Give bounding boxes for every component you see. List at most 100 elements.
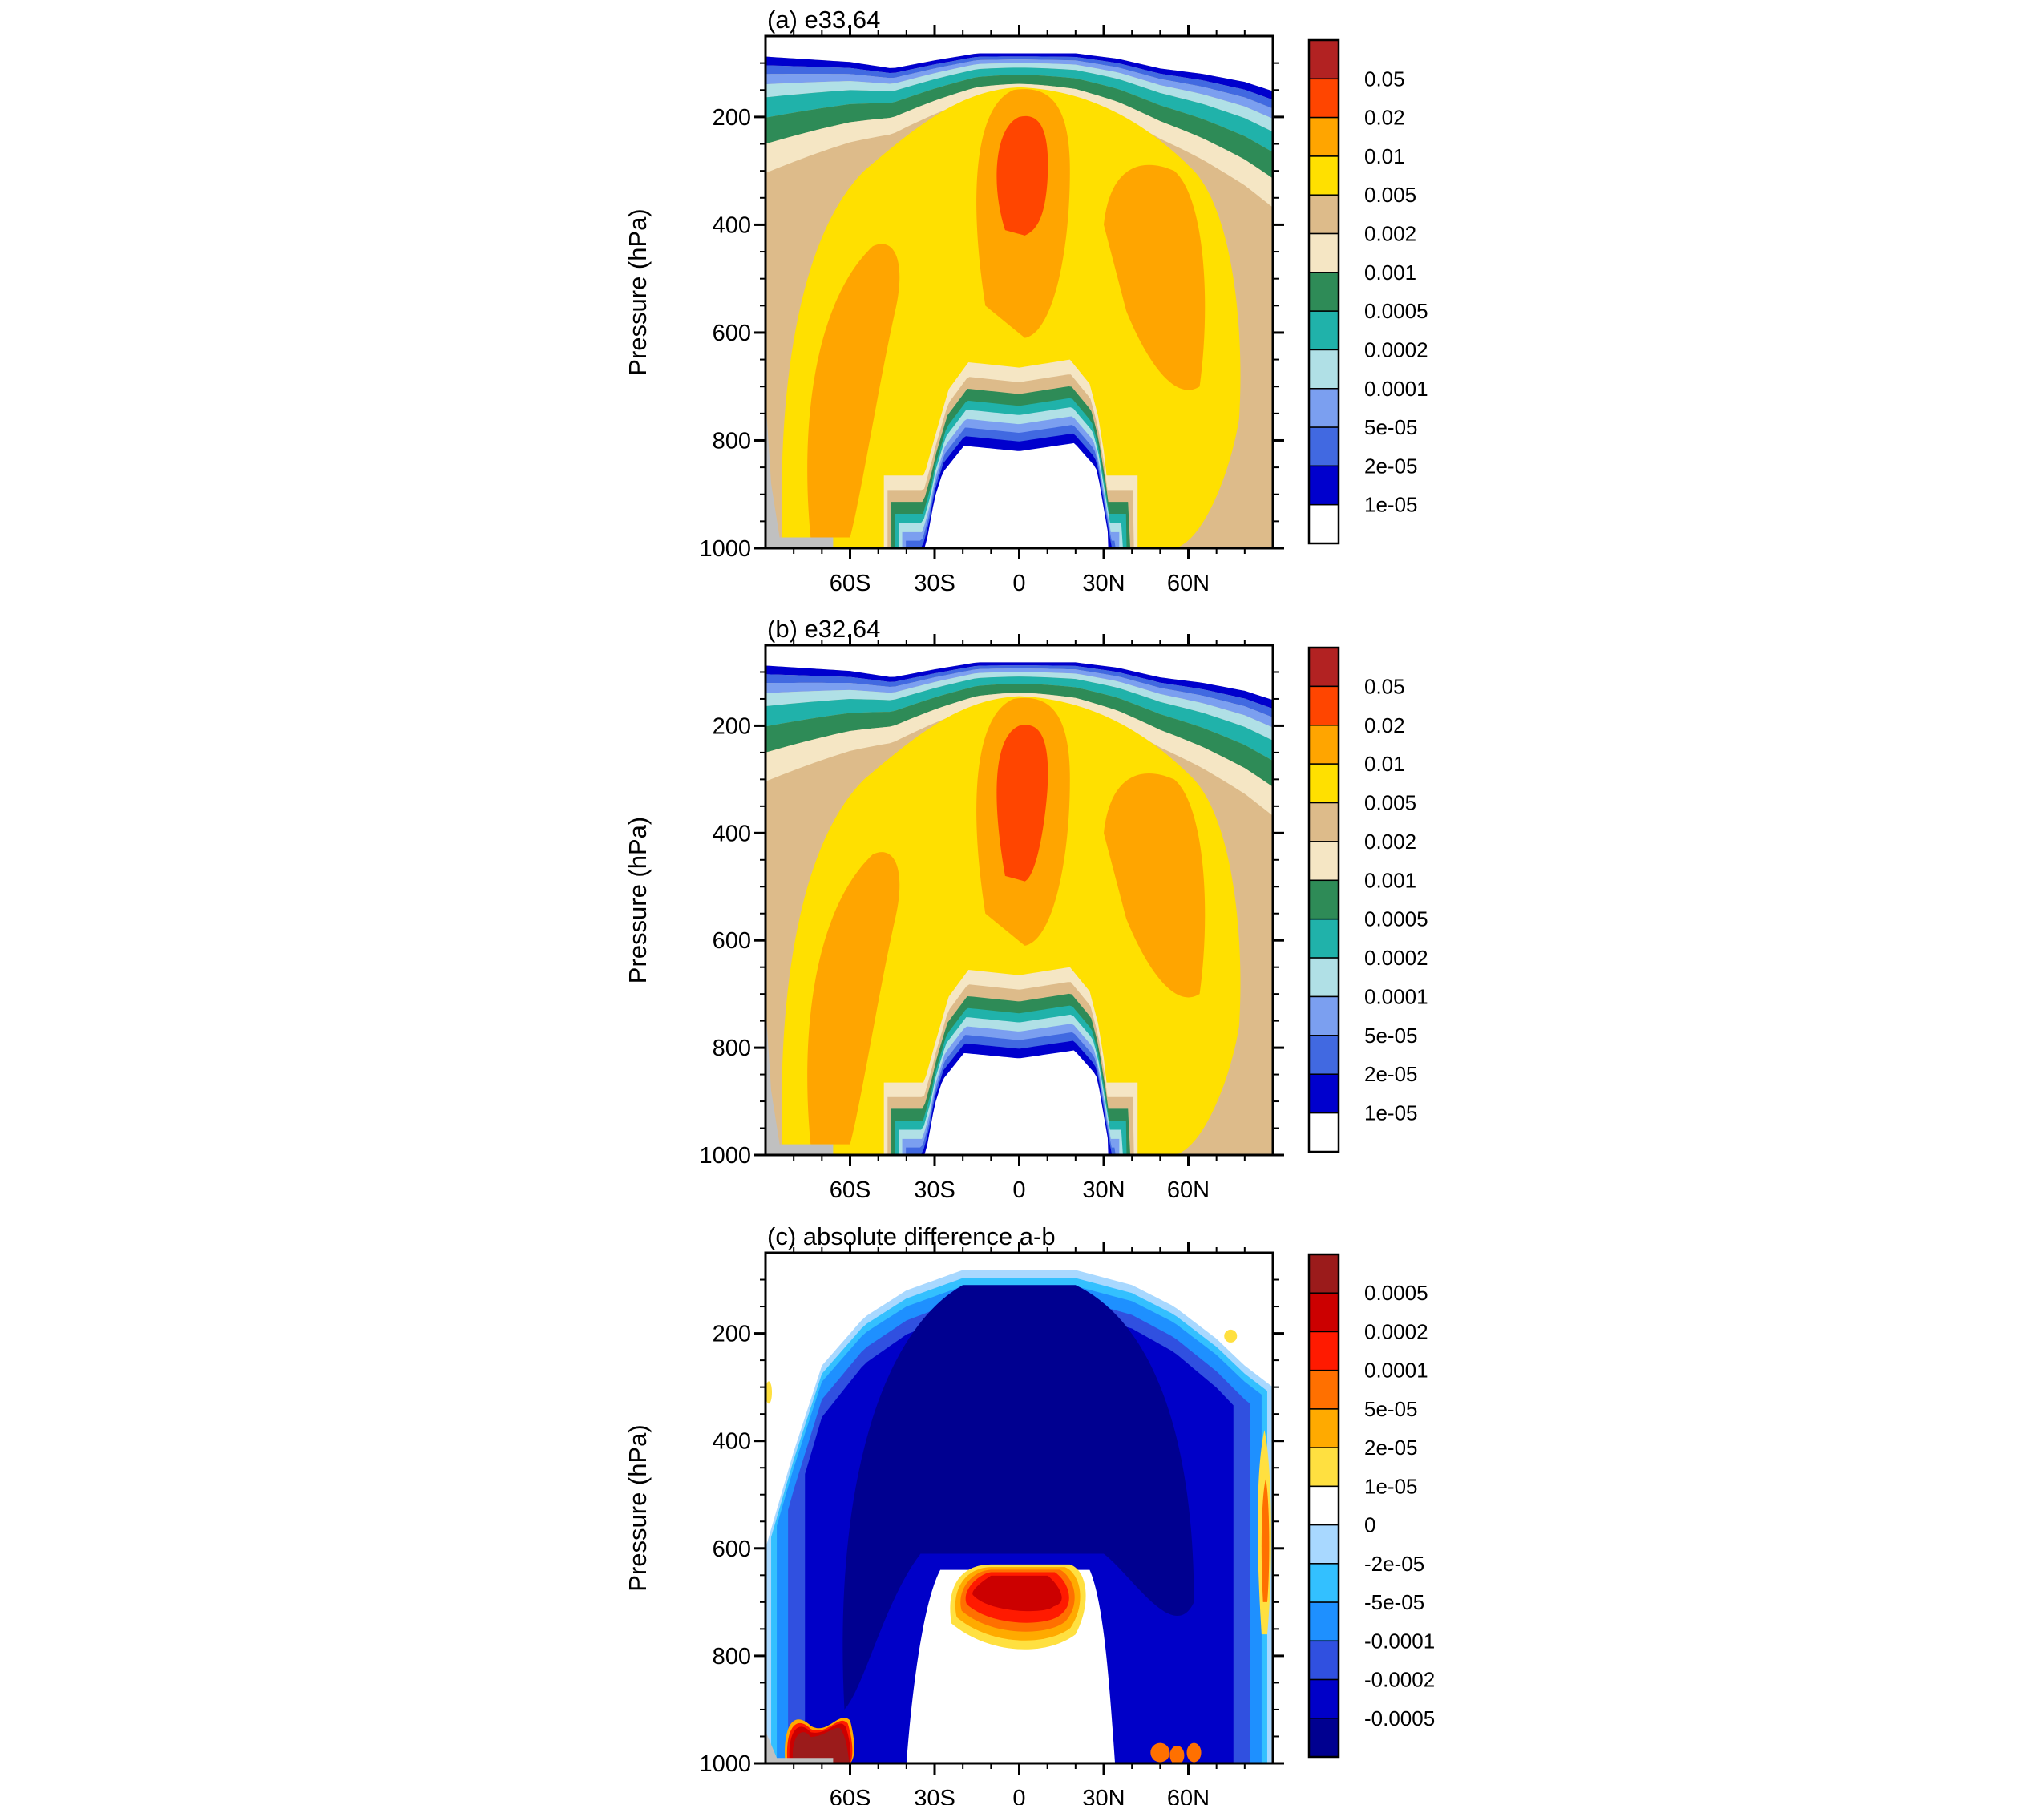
colorbar-label: 0.002: [1364, 830, 1416, 854]
colorbar-label: 5e-05: [1364, 415, 1418, 439]
y-tick-label: 800: [713, 428, 751, 454]
x-tick-label: 60S: [830, 571, 871, 596]
colorbar-label: 1e-05: [1364, 1101, 1418, 1125]
colorbar-label: -2e-05: [1364, 1552, 1424, 1576]
colorbar-swatch: [1308, 310, 1339, 351]
colorbar-swatch: [1308, 918, 1339, 959]
colorbar-label: 2e-05: [1364, 454, 1418, 478]
colorbar-swatch: [1308, 1640, 1339, 1681]
contour-band: [1150, 1742, 1170, 1763]
contour-field: [765, 1253, 1273, 1763]
colorbar-swatch: [1308, 647, 1339, 688]
colorbar-label: 1e-05: [1364, 1474, 1418, 1498]
y-axis-label: Pressure (hPa): [624, 817, 652, 983]
contour-band: [765, 83, 1273, 208]
y-tick-label: 600: [713, 1536, 751, 1562]
y-tick-label: 800: [713, 1036, 751, 1061]
colorbar-swatch: [1308, 685, 1339, 726]
contour-band: [1261, 1478, 1270, 1602]
colorbar-swatch: [1308, 1254, 1339, 1294]
contour-band: [1169, 1745, 1185, 1763]
colorbar-label: 0.005: [1364, 791, 1416, 815]
colorbar-swatch: [1308, 1485, 1339, 1526]
colorbar-swatch: [1308, 503, 1339, 544]
y-tick-label: 400: [713, 1429, 751, 1455]
contour-band: [1224, 1329, 1238, 1343]
colorbar-swatch: [1308, 1563, 1339, 1603]
y-axis-label: Pressure (hPa): [624, 1424, 652, 1591]
y-tick-label: 1000: [699, 1143, 751, 1169]
colorbar-swatch: [1308, 1601, 1339, 1642]
colorbar-swatch: [1308, 1447, 1339, 1488]
contour-band: [996, 725, 1048, 882]
chart-panel-a: (a) e33.64 Pressure (hPa) 200 400 600 800 1000…: [624, 6, 1428, 596]
contour-band: [807, 852, 900, 1145]
colorbar-frame: [1307, 646, 1340, 1153]
contour-band: [765, 693, 1273, 816]
y-tick-label: 200: [713, 105, 751, 131]
colorbar-swatch: [1308, 232, 1339, 273]
colorbar-label: -0.0005: [1364, 1706, 1435, 1730]
x-tick-label: 60N: [1167, 1786, 1210, 1805]
colorbar-label: 2e-05: [1364, 1436, 1418, 1460]
x-tick-label: 60S: [830, 1786, 871, 1805]
contour-field: [765, 645, 1273, 1155]
y-tick-label: 400: [713, 212, 751, 238]
colorbar-swatch: [1308, 1524, 1339, 1565]
colorbar-label: 5e-05: [1364, 1024, 1418, 1048]
panel-title: (c) absolute difference a-b: [767, 1222, 1056, 1250]
contour-band: [1104, 164, 1206, 390]
colorbar-label: 5e-05: [1364, 1397, 1418, 1421]
colorbar-swatch: [1308, 39, 1339, 80]
colorbar-swatch: [1308, 1331, 1339, 1371]
colorbar-swatch: [1308, 1718, 1339, 1758]
colorbar-swatch: [1308, 116, 1339, 157]
colorbar-label: -5e-05: [1364, 1590, 1424, 1614]
colorbar-swatch: [1308, 1073, 1339, 1114]
colorbar-swatch: [1308, 763, 1339, 804]
x-tick-label: 60S: [830, 1177, 871, 1203]
contour-band: [807, 244, 900, 538]
colorbar-swatch: [1308, 388, 1339, 428]
colorbar-label: 0.01: [1364, 752, 1405, 776]
y-tick-label: 200: [713, 713, 751, 739]
colorbar-label: 0.005: [1364, 183, 1416, 207]
contour-band: [842, 1285, 1194, 1710]
colorbar-label: 0.02: [1364, 713, 1405, 737]
colorbar-swatch: [1308, 1292, 1339, 1333]
contour-band: [913, 442, 1109, 548]
panel-title: (b) e32.64: [767, 615, 880, 643]
terrain-mask: [765, 1730, 834, 1763]
colorbar-swatch: [1308, 1369, 1339, 1410]
x-tick-label: 30S: [914, 1177, 955, 1203]
colorbar-swatch: [1308, 995, 1339, 1036]
colorbar-swatch: [1308, 879, 1339, 920]
colorbar-label: 0.05: [1364, 674, 1405, 698]
x-tick-label: 0: [1012, 1786, 1025, 1805]
terrain-mask: [765, 397, 834, 548]
colorbar-label: 2e-05: [1364, 1062, 1418, 1086]
colorbar-swatch: [1308, 841, 1339, 882]
contour-band: [765, 676, 1273, 761]
colorbar-label: 0.01: [1364, 144, 1405, 168]
colorbar-label: 0.0005: [1364, 299, 1428, 323]
contour-band: [972, 1575, 1062, 1612]
colorbar-swatch: [1308, 1112, 1339, 1153]
contour-field: [765, 36, 1273, 548]
terrain-mask: [765, 1004, 834, 1155]
contour-band: [1104, 773, 1206, 998]
colorbar-label: 0.0001: [1364, 1359, 1428, 1383]
colorbar-label: -0.0001: [1364, 1629, 1435, 1653]
contour-band: [1186, 1742, 1202, 1763]
colorbar-swatch: [1308, 78, 1339, 119]
colorbar-label: 0.05: [1364, 67, 1405, 91]
colorbar-label: 0.0001: [1364, 984, 1428, 1008]
colorbar-label: 0.0002: [1364, 337, 1428, 361]
colorbar-label: 0.0005: [1364, 907, 1428, 931]
chart-panel-b: (b) e32.64 Pressure (hPa) 200 400 600 800 1000…: [624, 615, 1428, 1203]
y-tick-label: 600: [713, 928, 751, 954]
chart-panel-c: (c) absolute difference a-b Pressure (hPa…: [624, 1222, 1435, 1805]
y-tick-label: 200: [713, 1322, 751, 1347]
colorbar-swatch: [1308, 1035, 1339, 1075]
